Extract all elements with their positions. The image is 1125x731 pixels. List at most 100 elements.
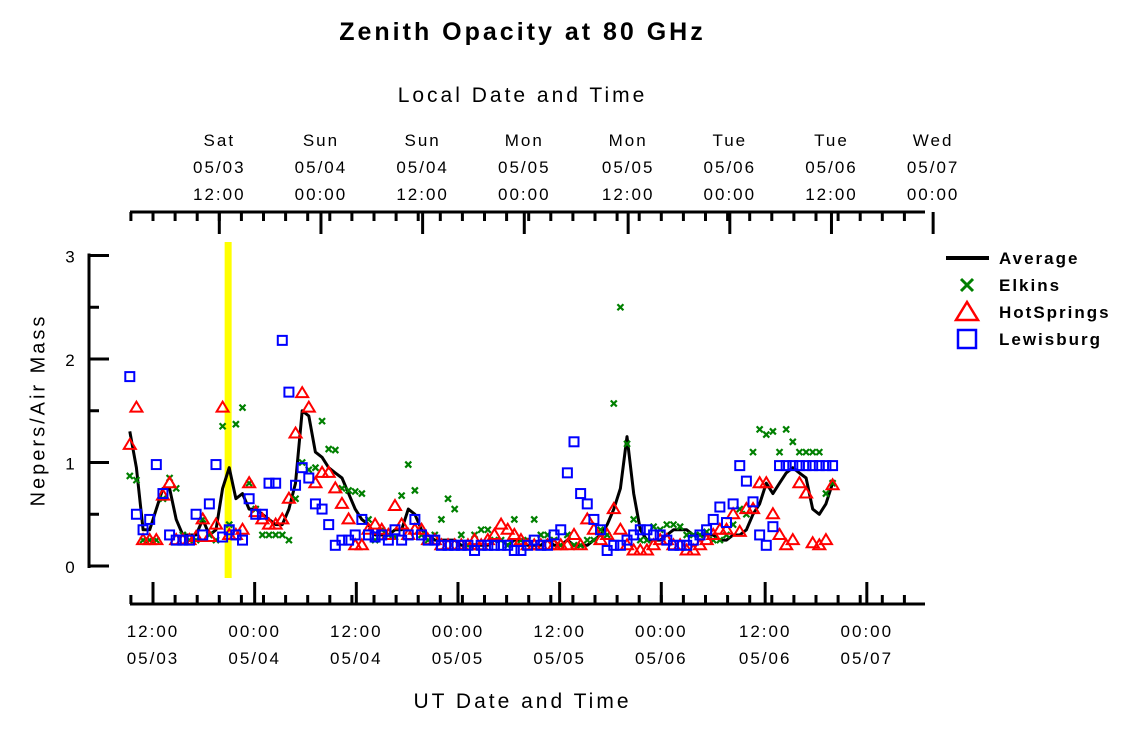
point-lewisburg	[356, 513, 368, 525]
point-lewisburg	[575, 488, 587, 500]
point-elkins-stroke	[232, 420, 240, 428]
point-elkins	[218, 422, 227, 431]
point-lewisburg	[263, 477, 275, 489]
point-lewisburg	[482, 539, 494, 551]
bottom-tick-time: 00:00	[635, 622, 688, 641]
point-elkins	[802, 448, 810, 456]
point-elkins-stroke	[583, 536, 592, 544]
top-tick-day: Mon	[505, 131, 544, 150]
point-elkins-stroke	[258, 531, 267, 539]
point-elkins-stroke	[271, 531, 280, 539]
point-lewisburg	[475, 539, 487, 551]
point-hotsprings	[241, 475, 257, 489]
point-lewisburg	[349, 529, 361, 541]
point-lewisburg	[402, 529, 414, 541]
point-elkins	[271, 531, 280, 539]
point-lewisburg	[714, 501, 726, 513]
point-elkins-stroke	[775, 448, 784, 456]
top-tick-time: 00:00	[907, 185, 960, 204]
point-lewisburg	[508, 544, 520, 556]
point-hotsprings	[824, 477, 841, 491]
point-lewisburg	[270, 477, 282, 489]
point-lewisburg	[124, 371, 136, 383]
point-hotsprings	[155, 487, 171, 501]
point-elkins	[789, 438, 797, 446]
point-lewisburg	[634, 524, 646, 536]
point-lewisburg	[243, 493, 255, 505]
legend-swatch-elkins	[959, 277, 975, 293]
point-hotsprings	[148, 532, 165, 546]
point-lewisburg	[197, 529, 209, 541]
point-lewisburg	[183, 534, 195, 546]
point-elkins	[749, 448, 757, 456]
point-hotsprings	[771, 527, 788, 540]
point-elkins-stroke	[762, 430, 771, 439]
top-tick-date: 05/04	[396, 158, 449, 177]
point-elkins	[132, 476, 141, 484]
point-lewisburg	[210, 459, 222, 471]
point-elkins	[629, 515, 638, 524]
point-elkins-stroke	[404, 460, 413, 469]
bottom-tick-time: 12:00	[533, 622, 586, 641]
point-lewisburg	[323, 519, 335, 531]
point-elkins	[324, 445, 333, 453]
point-lewisburg	[316, 503, 328, 515]
point-elkins	[258, 531, 267, 539]
point-elkins-stroke	[238, 403, 247, 412]
point-lewisburg	[541, 539, 553, 551]
point-elkins-stroke	[663, 520, 671, 529]
y-tick-label: 0	[65, 558, 74, 577]
bottom-tick-time: 12:00	[330, 622, 383, 641]
point-elkins-stroke	[450, 505, 459, 513]
point-lewisburg	[283, 386, 295, 398]
top-tick-day: Sat	[204, 131, 236, 150]
top-tick-time: 12:00	[805, 185, 858, 204]
point-lewisburg	[382, 534, 394, 546]
point-elkins	[623, 440, 631, 448]
bottom-tick-date: 05/04	[228, 649, 281, 668]
point-lewisburg	[409, 513, 421, 525]
point-elkins-stroke	[629, 515, 638, 524]
point-lewisburg	[157, 488, 169, 500]
point-lewisburg	[130, 508, 142, 520]
point-hotsprings	[745, 501, 761, 515]
point-elkins-stroke	[477, 525, 485, 534]
point-lewisburg	[734, 460, 746, 472]
point-hotsprings	[301, 399, 317, 413]
point-hotsprings	[566, 527, 582, 540]
point-elkins	[669, 520, 678, 529]
point-elkins	[238, 403, 247, 412]
point-lewisburg	[667, 539, 679, 551]
top-tick-time: 12:00	[193, 185, 246, 204]
point-lewisburg	[813, 460, 825, 472]
point-hotsprings	[413, 521, 430, 535]
point-lewisburg	[336, 534, 348, 546]
point-elkins	[450, 505, 459, 513]
point-elkins	[782, 425, 790, 434]
point-hotsprings	[493, 516, 509, 530]
point-lewisburg	[720, 517, 732, 529]
point-lewisburg	[150, 459, 162, 471]
point-lewisburg	[170, 534, 182, 546]
point-elkins-stroke	[563, 531, 572, 539]
point-hotsprings	[334, 495, 350, 509]
point-elkins	[344, 486, 353, 495]
top-tick-time: 00:00	[498, 185, 551, 204]
point-hotsprings	[559, 537, 576, 551]
point-lewisburg	[588, 513, 600, 525]
point-elkins-stroke	[716, 536, 724, 544]
point-elkins-stroke	[789, 438, 797, 446]
top-tick-day: Sun	[303, 131, 339, 150]
point-elkins	[477, 525, 485, 534]
point-hotsprings	[612, 521, 629, 535]
top-tick-time: 00:00	[704, 185, 757, 204]
chart-title: Zenith Opacity at 80 GHz	[339, 18, 706, 46]
point-lewisburg	[389, 524, 401, 536]
point-hotsprings	[572, 537, 589, 551]
point-lewisburg	[760, 539, 772, 551]
point-elkins	[775, 448, 784, 456]
point-lewisburg	[707, 513, 719, 525]
point-lewisburg	[820, 460, 832, 472]
point-hotsprings	[320, 464, 337, 478]
point-hotsprings	[340, 511, 357, 525]
